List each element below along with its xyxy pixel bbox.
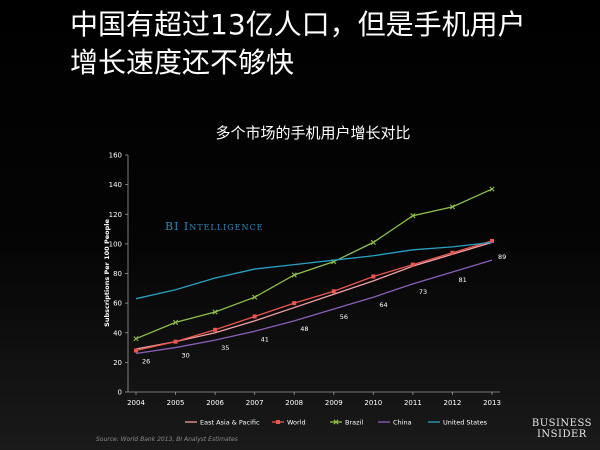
series-world [134,238,494,353]
headline-line-2: 增长速度还不够快 [70,46,295,79]
source-note: Source: World Bank 2013, BI Analyst Esti… [96,436,238,443]
series-layer [133,186,495,355]
brand-line-1: BUSINESS [531,418,592,429]
data-point-brazil [410,213,416,219]
data-point-brazil [212,309,218,315]
series-china [135,259,493,355]
legend-label-brazil: Brazil [345,419,363,427]
data-point-world [173,339,178,344]
data-point-world [490,238,494,243]
y-tick-label: 20 [113,359,122,367]
data-point-brazil [252,294,258,300]
series-united-states [135,241,493,300]
chart-title: 多个市场的手机用户增长对比 [215,124,410,142]
legend-marker-world [276,420,280,424]
y-axis-label: Subscriptions Per 100 People [103,219,111,327]
legend-label-united-states: United States [443,419,488,427]
data-label-china: 41 [261,335,269,343]
series-brazil [133,186,495,342]
data-label-china: 48 [300,325,308,333]
x-tick-label: 2004 [127,399,145,407]
data-label-china: 26 [142,357,150,365]
legend-item-united-states: United States [428,419,488,427]
series-line-brazil [135,188,493,340]
legend-item-world: World [272,419,306,427]
legend-label-east-asia-pacific: East Asia & Pacific [200,419,260,427]
data-point-brazil [489,186,495,192]
data-label-china: 73 [419,288,427,296]
series-line-east-asia-pacific [135,241,493,350]
data-label-china: 89 [498,253,506,261]
series-east-asia-pacific [135,241,493,350]
x-tick-label: 2006 [206,399,224,407]
data-label-china: 56 [340,313,348,321]
headline: 中国有超过13亿人口，但是手机用户 增长速度还不够快 [70,6,590,82]
data-point-brazil [172,319,179,325]
y-tick-label: 80 [113,270,122,278]
y-tick-label: 0 [118,389,122,397]
headline-line-1: 中国有超过13亿人口，但是手机用户 [70,8,526,41]
y-tick-label: 40 [113,329,122,337]
data-point-brazil [291,272,297,278]
x-tick-label: 2005 [167,399,185,407]
data-point-world [371,274,376,279]
data-point-world [331,289,336,294]
y-tick-label: 60 [113,300,122,308]
data-point-brazil [370,239,376,245]
x-tick-label: 2012 [444,399,462,407]
data-point-world [213,327,218,332]
x-tick-label: 2010 [364,399,382,407]
legend-item-china: China [378,419,412,427]
series-line-world [135,240,493,352]
data-label-china: 81 [458,276,466,284]
x-tick-label: 2009 [325,399,343,407]
y-tick-label: 140 [109,181,122,189]
legend-item-brazil: Brazil [330,419,363,427]
chart-legend: East Asia & Pacific World Brazil China Unite… [185,419,488,427]
business-insider-logo: BUSINESS INSIDER [532,418,592,440]
data-labels: 26 30 35 41 48 56 64 73 81 89 [142,253,506,365]
data-label-china: 64 [379,301,387,309]
data-point-world [252,314,257,319]
brand-line-2: INSIDER [536,429,587,440]
data-label-china: 35 [221,344,229,352]
data-point-brazil [133,336,139,342]
x-tick-label: 2008 [285,399,303,407]
chart-axes: 0 20 40 60 80 100 120 140 160 2004 2005 2006 2007 200… [109,152,501,408]
data-point-world [134,348,138,353]
series-line-united-states [135,241,493,300]
y-tick-label: 120 [109,211,122,219]
x-tick-label: 2007 [246,399,264,407]
legend-item-east-asia-pacific: East Asia & Pacific [185,419,260,427]
x-tick-label: 2013 [483,399,501,407]
x-tick-label: 2011 [404,399,422,407]
data-point-world [410,262,415,267]
data-point-brazil [449,204,456,210]
series-line-china [135,259,493,355]
data-label-china: 30 [182,352,190,360]
legend-label-china: China [393,419,412,427]
data-point-world [450,250,455,255]
data-point-world [292,301,297,306]
legend-label-world: World [287,419,306,427]
bi-intelligence-watermark: BI Intelligence [165,220,263,233]
legend-marker-brazil [333,419,339,425]
y-tick-label: 160 [109,152,122,160]
y-tick-label: 100 [109,240,122,248]
